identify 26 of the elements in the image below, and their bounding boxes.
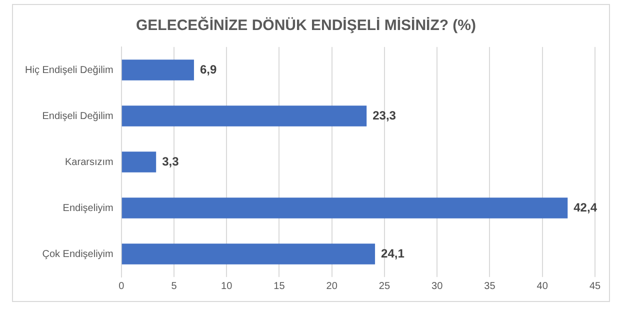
x-tick-label: 20 <box>326 280 338 292</box>
y-tick-label: Endişeliyim <box>62 202 114 214</box>
x-tick-label: 45 <box>589 280 601 292</box>
x-tick-label: 30 <box>432 280 444 292</box>
data-label: 24,1 <box>381 246 405 260</box>
x-tick-label: 40 <box>536 280 548 292</box>
bar <box>122 60 194 80</box>
x-tick-label: 5 <box>171 280 178 292</box>
bar <box>122 152 156 172</box>
x-tick-label: 25 <box>378 280 390 292</box>
x-tick-label: 15 <box>274 280 286 292</box>
x-tick-label: 10 <box>221 280 233 292</box>
x-tick-label: 35 <box>484 280 496 292</box>
chart-title: GELECEĞİNİZE DÖNÜK ENDİŞELİ MİSİNİZ? (%) <box>136 16 476 34</box>
data-label: 42,4 <box>574 200 598 214</box>
data-label: 23,3 <box>372 108 396 122</box>
y-tick-label: Hiç Endişeli Değilim <box>25 64 114 76</box>
y-tick-label: Endişeli Değilim <box>42 110 114 122</box>
bar <box>122 244 376 264</box>
data-label: 3,3 <box>162 154 180 168</box>
bar <box>122 198 568 218</box>
x-tick-label: 0 <box>118 280 125 292</box>
y-tick-label: Kararsızım <box>65 156 114 168</box>
bar <box>122 106 367 126</box>
data-label: 6,9 <box>200 62 217 76</box>
y-tick-label: Çok Endişeliyim <box>42 248 114 260</box>
